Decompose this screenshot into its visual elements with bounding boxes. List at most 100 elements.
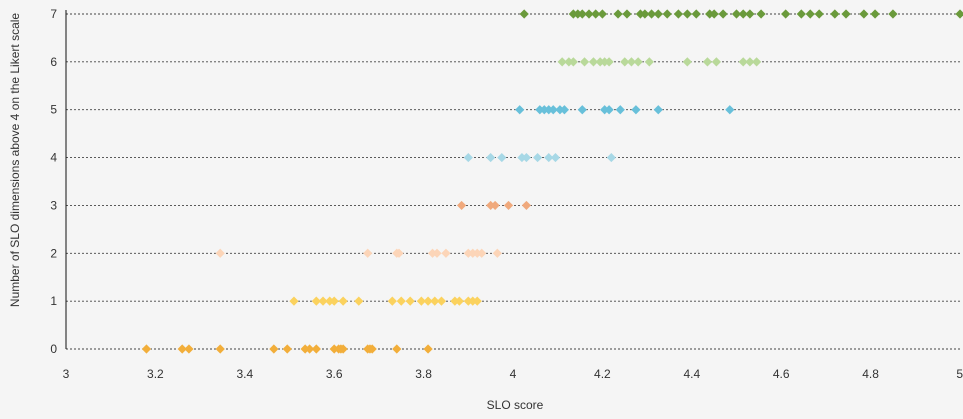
x-tick-label: 3.4 <box>236 367 253 381</box>
data-point <box>550 152 561 163</box>
data-point <box>955 9 963 19</box>
x-tick-label: 3.2 <box>147 367 164 381</box>
data-point <box>568 57 578 67</box>
x-tick-label: 3.8 <box>415 367 432 381</box>
data-point <box>177 344 187 354</box>
x-tick-label: 5 <box>956 367 963 381</box>
data-point <box>318 296 328 306</box>
data-point <box>814 9 824 19</box>
tick-labels: 0 1 2 3 4 5 6 7 3 3.2 3.4 3.6 3.8 4 4.2 4.4 4.6 4.8 5 <box>50 7 963 381</box>
data-point <box>613 9 623 19</box>
data-point <box>486 152 496 163</box>
data-point <box>441 248 451 258</box>
data-point <box>436 296 447 306</box>
data-point <box>141 344 152 354</box>
data-point <box>584 9 594 19</box>
data-point <box>731 9 742 19</box>
data-point <box>796 9 806 19</box>
data-point <box>557 57 567 67</box>
data-point <box>363 248 373 258</box>
data-point <box>338 344 348 354</box>
data-point <box>423 344 433 354</box>
data-points <box>141 9 963 354</box>
data-point <box>646 9 657 19</box>
data-point <box>392 344 402 354</box>
data-point <box>682 9 692 19</box>
y-tick-label: 1 <box>50 294 57 308</box>
data-point <box>606 152 616 163</box>
data-point <box>604 57 614 67</box>
data-point <box>544 152 554 163</box>
data-point <box>781 9 791 19</box>
series-2 <box>215 248 502 258</box>
data-point <box>615 105 625 115</box>
series-7 <box>519 9 963 19</box>
x-tick-label: 4.2 <box>594 367 611 381</box>
data-point <box>269 344 279 354</box>
data-point <box>709 9 719 19</box>
y-tick-label: 4 <box>50 151 57 165</box>
data-point <box>738 57 748 67</box>
data-point <box>682 57 692 67</box>
y-tick-label: 5 <box>50 103 57 117</box>
x-tick-label: 3.6 <box>326 367 343 381</box>
data-point <box>653 9 663 19</box>
data-point <box>416 296 426 306</box>
x-tick-label: 4.4 <box>683 367 700 381</box>
data-point <box>673 9 683 19</box>
data-point <box>702 57 713 67</box>
data-point <box>691 9 701 19</box>
x-tick-label: 4.6 <box>773 367 790 381</box>
series-5 <box>515 105 735 115</box>
data-point <box>329 296 339 306</box>
data-point <box>497 152 507 163</box>
data-point <box>490 200 500 211</box>
x-tick-label: 4.8 <box>862 367 879 381</box>
data-point <box>394 248 404 258</box>
data-point <box>387 296 397 306</box>
data-point <box>591 9 601 19</box>
data-point <box>472 296 482 306</box>
data-point <box>282 344 292 354</box>
data-point <box>745 9 755 19</box>
data-point <box>215 248 225 258</box>
data-point <box>289 296 299 306</box>
data-point <box>454 296 464 306</box>
series-3 <box>456 200 532 211</box>
data-point <box>588 57 599 67</box>
x-tick-label: 3 <box>63 367 70 381</box>
data-point <box>752 57 762 67</box>
data-point <box>521 152 532 163</box>
data-point <box>519 9 529 19</box>
data-point <box>830 9 840 19</box>
y-tick-label: 3 <box>50 198 57 212</box>
data-point <box>870 9 880 19</box>
data-point <box>653 105 663 115</box>
data-point <box>463 152 473 163</box>
data-point <box>548 105 558 115</box>
data-point <box>559 105 570 115</box>
gridlines <box>66 13 960 350</box>
data-point <box>311 344 321 354</box>
data-point <box>477 248 487 258</box>
data-point <box>305 344 315 354</box>
y-tick-label: 0 <box>50 342 57 356</box>
data-point <box>604 105 614 115</box>
data-point <box>577 105 587 115</box>
data-point <box>805 9 815 19</box>
data-point <box>503 200 514 211</box>
data-point <box>396 296 406 306</box>
data-point <box>405 296 415 306</box>
series-1 <box>289 296 482 306</box>
data-point <box>859 9 869 19</box>
data-point <box>738 9 748 19</box>
data-point <box>311 296 321 306</box>
y-tick-label: 2 <box>50 246 57 260</box>
series-0 <box>141 344 433 354</box>
y-tick-label: 7 <box>50 7 57 21</box>
data-point <box>532 152 543 163</box>
y-axis-title: Number of SLO dimensions above 4 on the … <box>8 13 22 307</box>
data-point <box>597 9 607 19</box>
data-point <box>631 105 641 115</box>
